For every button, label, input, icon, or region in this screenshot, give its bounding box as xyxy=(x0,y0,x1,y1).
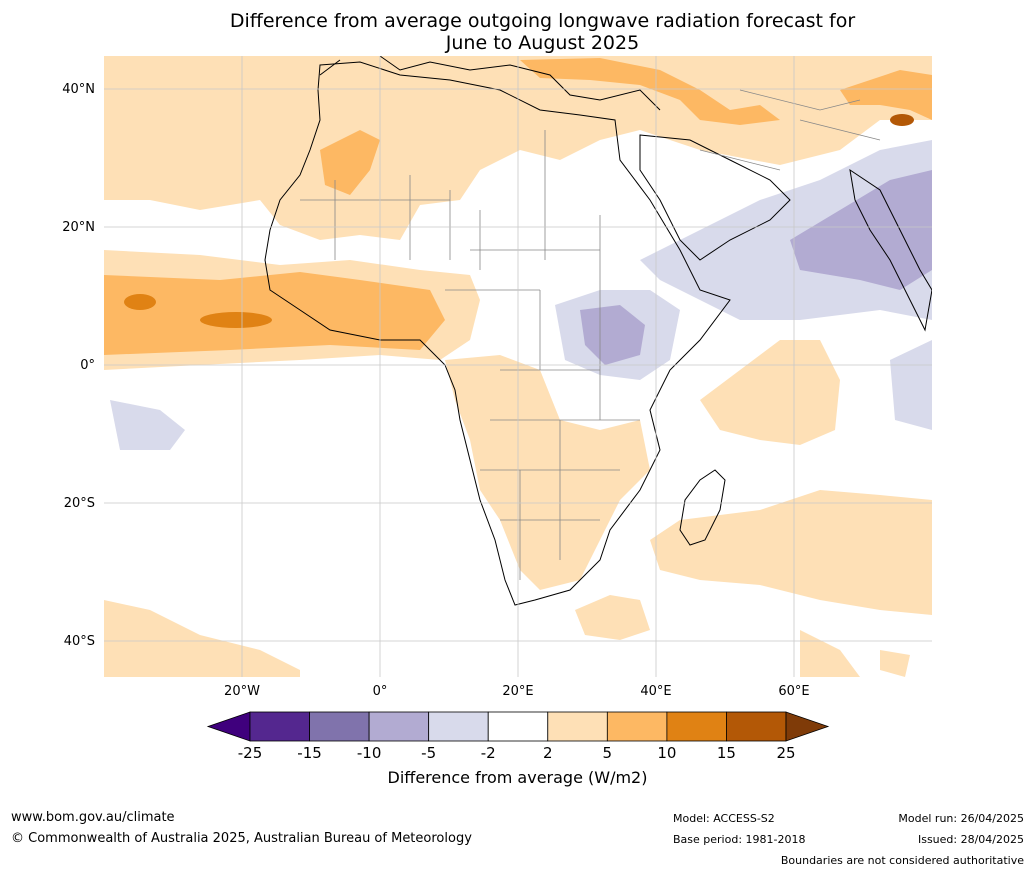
anomaly-region-southern-africa xyxy=(445,355,650,590)
footer-copyright: © Commonwealth of Australia 2025, Austra… xyxy=(11,831,472,846)
colorbar-tick-label: -15 xyxy=(297,744,322,762)
lat-label-40n: 40°N xyxy=(62,82,95,97)
anomaly-region-sahara-moderate xyxy=(320,130,380,195)
lon-label-60e: 60°E xyxy=(778,684,810,699)
footer-base-period: Base period: 1981-2018 xyxy=(673,833,806,846)
africa-coastline xyxy=(264,61,731,606)
lon-label-20w: 20°W xyxy=(224,684,260,699)
title-line-2: June to August 2025 xyxy=(445,32,640,54)
colorbar-tick-label: 25 xyxy=(776,744,796,762)
lat-label-20n: 20°N xyxy=(62,220,95,235)
colorbar-tick-label: -25 xyxy=(237,744,263,762)
lat-label-40s: 40°S xyxy=(63,634,95,649)
footer-issued: Issued: 28/04/2025 xyxy=(917,833,1024,846)
anomaly-region-southwest xyxy=(104,600,300,677)
anomaly-region-india-negative xyxy=(790,170,932,290)
colorbar-label: Difference from average (W/m2) xyxy=(387,768,648,787)
europe-outline xyxy=(319,56,661,111)
anomaly-region-east-africa-negative xyxy=(580,305,645,365)
chart-title: Difference from average outgoing longwav… xyxy=(130,10,955,54)
colorbar-tick-label: 10 xyxy=(657,744,677,762)
lat-label-0: 0° xyxy=(80,358,95,373)
lon-label-0: 0° xyxy=(372,684,388,699)
anomaly-region-indian-ocean-1 xyxy=(700,340,840,445)
madagascar-outline xyxy=(679,469,726,546)
anomaly-region-atlantic-strong-2 xyxy=(200,312,272,328)
anomaly-region-south-atlantic-negative xyxy=(110,400,185,450)
anomaly-region-far-southeast xyxy=(880,650,910,677)
anomaly-region-atlantic-strong-1 xyxy=(124,294,156,310)
footer-url: www.bom.gov.au/climate xyxy=(11,810,175,825)
colorbar-tick-label: -10 xyxy=(356,744,382,762)
colorbar-tick-label: -5 xyxy=(421,744,437,762)
footer-model-run: Model run: 26/04/2025 xyxy=(898,812,1024,825)
anomaly-region-south-africa-coast xyxy=(575,595,650,640)
colorbar-tick-label: 5 xyxy=(602,744,613,762)
anomaly-region-mediterranean xyxy=(520,58,780,125)
anomaly-region-himalaya-strong xyxy=(890,114,914,126)
lon-label-40e: 40°E xyxy=(640,684,672,699)
arabia-outline xyxy=(639,134,791,261)
colorbar-tick-label: -2 xyxy=(480,744,496,762)
title-line-1: Difference from average outgoing longwav… xyxy=(229,10,856,32)
india-outline xyxy=(849,168,932,332)
footer-disclaimer: Boundaries are not considered authoritat… xyxy=(780,854,1024,867)
graticule xyxy=(104,56,932,677)
anomaly-region-west-africa-moderate xyxy=(104,272,445,355)
lon-label-20e: 20°E xyxy=(502,684,534,699)
country-boundaries xyxy=(300,89,881,580)
colorbar-tick-label: 2 xyxy=(542,744,553,762)
anomaly-region-himalaya xyxy=(840,70,932,120)
colorbar-tick-label: 15 xyxy=(716,744,736,762)
anomaly-region-southeast xyxy=(800,630,860,677)
footer-model: Model: ACCESS-S2 xyxy=(673,812,775,825)
anomaly-region-indian-ocean-2 xyxy=(650,490,932,615)
anomaly-region-indian-ocean-west xyxy=(890,340,932,430)
lat-label-20s: 20°S xyxy=(63,496,95,511)
